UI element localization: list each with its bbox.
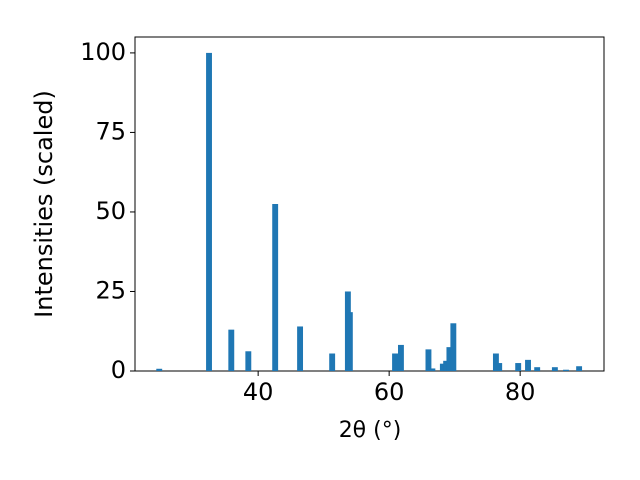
bar — [397, 344, 404, 371]
bar — [534, 367, 541, 371]
bar — [206, 52, 212, 372]
x-tick-label: 40 — [243, 378, 274, 406]
bar — [515, 363, 522, 371]
plot-frame — [134, 36, 605, 372]
bar — [563, 369, 569, 371]
x-tick-label: 60 — [374, 378, 405, 406]
bar — [297, 326, 304, 371]
bar — [425, 349, 432, 371]
bar — [576, 366, 583, 371]
y-tick-label: 0 — [111, 356, 126, 384]
bar — [446, 347, 453, 371]
bar — [525, 359, 531, 371]
bar — [496, 363, 503, 371]
y-tick-label: 25 — [95, 276, 126, 304]
bar — [272, 204, 279, 371]
bar — [346, 312, 353, 371]
bar — [228, 329, 235, 371]
x-tick-label: 80 — [505, 378, 536, 406]
bar — [439, 363, 446, 371]
y-tick-label: 50 — [95, 197, 126, 225]
bar — [392, 353, 398, 371]
bar — [329, 353, 336, 371]
bar — [443, 360, 450, 371]
bar — [551, 367, 558, 371]
x-axis-label: 2θ (°) — [339, 418, 402, 443]
bar — [429, 368, 436, 371]
bar — [492, 353, 499, 371]
bar — [245, 351, 252, 371]
y-axis-label: Intensities (scaled) — [30, 90, 58, 318]
bar — [156, 368, 163, 371]
y-tick-label: 100 — [80, 38, 126, 66]
bar — [450, 323, 457, 371]
y-tick-label: 75 — [95, 117, 126, 145]
